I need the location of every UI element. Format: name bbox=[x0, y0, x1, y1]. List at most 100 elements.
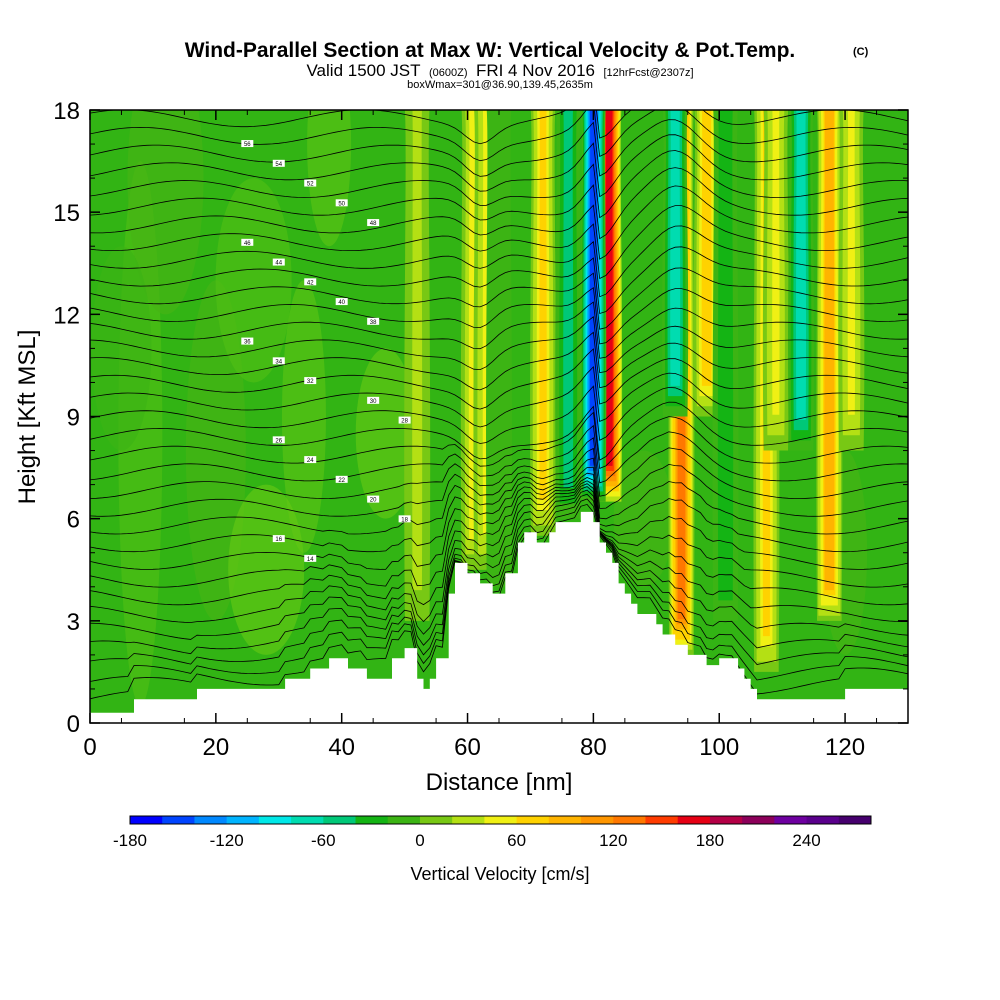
contour-label-text: 36 bbox=[244, 340, 251, 346]
contour-label: 36 bbox=[241, 337, 254, 346]
w-mottle bbox=[307, 110, 352, 247]
colorbar-swatch bbox=[355, 816, 389, 824]
theta-contour bbox=[90, 331, 908, 391]
theta-contour bbox=[90, 348, 908, 410]
theta-contour bbox=[90, 205, 908, 280]
colorbar-swatch bbox=[291, 816, 324, 824]
theta-contour bbox=[90, 134, 908, 198]
y-tick-label: 18 bbox=[53, 98, 80, 125]
theta-contour bbox=[90, 401, 908, 461]
colorbar-swatch bbox=[130, 816, 163, 824]
theta-contour bbox=[90, 437, 908, 500]
contour-label: 40 bbox=[335, 298, 348, 306]
y-tick-label: 15 bbox=[53, 200, 80, 227]
updraft-band bbox=[772, 110, 780, 415]
x-tick-label: 20 bbox=[202, 734, 229, 761]
theta-contour bbox=[90, 110, 908, 162]
theta-contour bbox=[90, 457, 908, 535]
theta-contour bbox=[90, 493, 908, 665]
box-info: boxWmax=301@36.90,139.45,2635m bbox=[407, 79, 593, 91]
colorbar-swatch bbox=[162, 816, 195, 824]
x-axis: 0 20 40 60 80 100 120 bbox=[83, 110, 878, 761]
w-mottle bbox=[127, 110, 204, 315]
theta-contour bbox=[90, 411, 908, 469]
updraft-band bbox=[413, 110, 421, 586]
w-mottle bbox=[613, 450, 674, 587]
contour-label: 56 bbox=[241, 140, 254, 148]
colorbar-swatch bbox=[645, 816, 679, 824]
theta-contour bbox=[90, 366, 908, 428]
colorbar-swatch bbox=[581, 816, 614, 824]
y-axis-label: Height [Kft MSL] bbox=[14, 330, 41, 505]
w-mottle bbox=[215, 178, 292, 383]
w-mottle bbox=[281, 280, 326, 553]
colorbar-swatch bbox=[516, 816, 550, 824]
contour-label-text: 28 bbox=[401, 419, 408, 425]
colorbar-swatch bbox=[677, 816, 711, 824]
colorbar-swatch bbox=[323, 816, 357, 824]
downdraft-band bbox=[671, 110, 679, 381]
contour-label-text: 40 bbox=[338, 300, 345, 306]
contour-label-text: 34 bbox=[275, 359, 282, 365]
contour-label-text: 30 bbox=[370, 399, 377, 405]
colorbar-tick-label: -60 bbox=[311, 831, 336, 850]
w-mottle bbox=[228, 484, 305, 655]
colorbar-swatch bbox=[484, 816, 518, 824]
contour-label-text: 48 bbox=[370, 221, 377, 227]
theta-contour bbox=[90, 225, 908, 298]
theta-contour bbox=[90, 486, 908, 640]
chart-subtitle: Valid 1500 JST (0600Z) FRI 4 Nov 2016 [1… bbox=[306, 61, 693, 80]
x-axis-label: Distance [nm] bbox=[426, 769, 573, 796]
downdraft-band bbox=[495, 110, 503, 552]
x-tick-label: 100 bbox=[699, 734, 739, 761]
contour-label-text: 56 bbox=[244, 142, 251, 148]
y-tick-label: 12 bbox=[53, 302, 80, 329]
theta-contour bbox=[90, 489, 908, 655]
contour-label-text: 42 bbox=[307, 280, 314, 286]
downdraft-band bbox=[797, 110, 805, 415]
colorbar-tick-label: 60 bbox=[507, 831, 526, 850]
contour-label: 32 bbox=[304, 377, 317, 385]
contour-label: 44 bbox=[272, 258, 285, 267]
terrain-mask bbox=[90, 511, 908, 723]
contour-label-text: 18 bbox=[401, 517, 408, 523]
colorbar-swatch bbox=[548, 816, 582, 824]
theta-contour bbox=[90, 246, 908, 315]
colorbar-swatch bbox=[613, 816, 646, 824]
contour-label: 28 bbox=[398, 416, 411, 425]
colorbar-swatch bbox=[742, 816, 775, 824]
contour-label: 34 bbox=[272, 357, 285, 365]
forecast-info: [12hrFcst@2307z] bbox=[603, 67, 693, 79]
contour-label: 46 bbox=[241, 238, 254, 247]
colorbar-tick-labels: -180 -120 -60 0 60 120 180 240 bbox=[113, 831, 821, 850]
contour-label-text: 46 bbox=[244, 241, 251, 247]
y-tick-label: 6 bbox=[67, 507, 80, 534]
contour-label: 22 bbox=[335, 475, 348, 484]
y-tick-label: 3 bbox=[67, 609, 80, 636]
colorbar-swatch bbox=[452, 816, 485, 824]
theta-contour bbox=[90, 447, 908, 517]
theta-contour bbox=[90, 466, 908, 553]
x-tick-label: 40 bbox=[328, 734, 355, 761]
colorbar-swatch bbox=[774, 816, 808, 824]
colorbar-swatch bbox=[226, 816, 260, 824]
y-tick-label: 9 bbox=[67, 405, 80, 432]
contour-label-text: 52 bbox=[307, 182, 314, 188]
contour-label: 18 bbox=[398, 515, 411, 523]
theta-contour bbox=[90, 483, 908, 623]
colorbar-swatch bbox=[387, 816, 421, 824]
downdraft-band bbox=[564, 110, 572, 483]
contour-label: 54 bbox=[272, 159, 285, 168]
contour-label-text: 54 bbox=[275, 162, 282, 168]
w-mottle bbox=[355, 348, 416, 519]
colorbar-swatch bbox=[419, 816, 453, 824]
contour-label-text: 22 bbox=[338, 478, 345, 484]
contour-label: 42 bbox=[304, 278, 317, 286]
theta-contour bbox=[90, 498, 908, 682]
contour-label-text: 20 bbox=[370, 498, 377, 504]
contour-label-text: 38 bbox=[370, 320, 377, 326]
contour-label: 20 bbox=[367, 495, 380, 504]
contour-label: 30 bbox=[367, 396, 380, 405]
contour-label-text: 50 bbox=[338, 201, 345, 207]
theta-contour bbox=[90, 301, 908, 359]
